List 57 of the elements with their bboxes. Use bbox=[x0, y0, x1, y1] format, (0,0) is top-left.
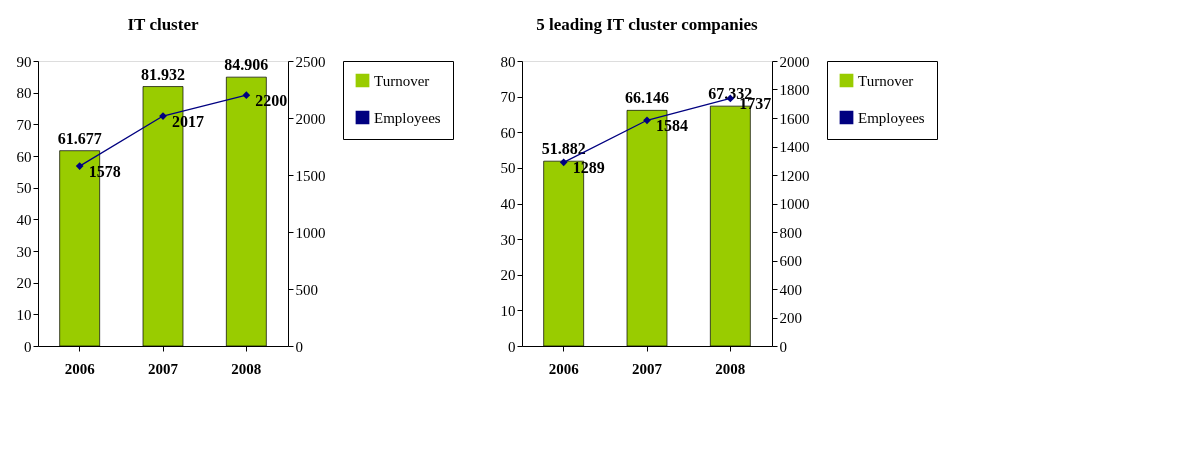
y2-tick-label: 1600 bbox=[779, 110, 810, 127]
y-tick-label: 80 bbox=[16, 85, 32, 102]
y2-tick-label: 600 bbox=[779, 253, 802, 269]
y-tick-label: 10 bbox=[16, 306, 32, 323]
y-tick-label: 50 bbox=[500, 160, 516, 177]
y2-tick-label: 400 bbox=[779, 281, 802, 298]
y2-tick-label: 1000 bbox=[295, 224, 326, 241]
y-tick-label: 40 bbox=[16, 211, 32, 228]
y-tick-label: 90 bbox=[16, 53, 32, 70]
legend-label: Employees bbox=[374, 109, 441, 126]
y-tick-label: 20 bbox=[500, 267, 516, 284]
legend-label: Turnover bbox=[374, 72, 430, 89]
y-tick-label: 10 bbox=[500, 302, 516, 319]
y2-tick-label: 2500 bbox=[295, 53, 326, 70]
x-tick-label: 2006 bbox=[64, 360, 96, 377]
y-tick-label: 0 bbox=[24, 338, 32, 355]
y-tick-label: 70 bbox=[16, 116, 32, 133]
y2-tick-label: 500 bbox=[295, 281, 318, 298]
y-tick-label: 30 bbox=[500, 231, 516, 248]
y2-tick-label: 0 bbox=[295, 338, 303, 355]
data-label: 66.146 bbox=[625, 89, 669, 107]
y2-tick-label: 2000 bbox=[779, 53, 810, 70]
x-tick-label: 2007 bbox=[148, 360, 179, 377]
y2-tick-label: 200 bbox=[779, 310, 802, 326]
x-tick-label: 2008 bbox=[231, 360, 262, 377]
y2-tick-label: 1200 bbox=[779, 167, 810, 184]
x-tick-label: 2008 bbox=[715, 360, 746, 377]
y2-tick-label: 800 bbox=[779, 224, 802, 241]
data-label: 61.677 bbox=[57, 129, 102, 147]
data-label: 81.932 bbox=[141, 65, 185, 83]
y-tick-label: 30 bbox=[16, 243, 32, 260]
chart-title: 5 leading IT cluster companies bbox=[536, 15, 759, 34]
y-tick-label: 60 bbox=[500, 124, 516, 141]
y-tick-label: 20 bbox=[16, 275, 32, 292]
point bbox=[559, 158, 568, 167]
chart-title: IT cluster bbox=[127, 15, 199, 34]
y-tick-label: 0 bbox=[508, 338, 516, 355]
point bbox=[643, 116, 651, 125]
y-tick-label: 60 bbox=[16, 148, 32, 165]
y2-tick-label: 2000 bbox=[295, 110, 326, 127]
data-label: 84.906 bbox=[224, 56, 269, 74]
y2-tick-label: 0 bbox=[779, 338, 787, 355]
legend-label: Employees bbox=[858, 109, 925, 126]
y-tick-label: 80 bbox=[500, 53, 516, 70]
y2-tick-label: 1800 bbox=[779, 82, 810, 98]
x-tick-label: 2006 bbox=[548, 360, 580, 377]
point bbox=[75, 162, 84, 170]
data-label: 51.882 bbox=[541, 140, 586, 158]
legend-label: Turnover bbox=[858, 72, 914, 89]
x-tick-label: 2007 bbox=[632, 360, 663, 377]
y-tick-label: 40 bbox=[500, 196, 516, 212]
y2-tick-label: 1000 bbox=[779, 196, 810, 212]
y2-tick-label: 1500 bbox=[295, 167, 326, 184]
y2-tick-label: 1400 bbox=[779, 139, 810, 155]
y-tick-label: 50 bbox=[16, 180, 32, 197]
y-tick-label: 70 bbox=[500, 89, 516, 106]
point bbox=[242, 91, 251, 100]
